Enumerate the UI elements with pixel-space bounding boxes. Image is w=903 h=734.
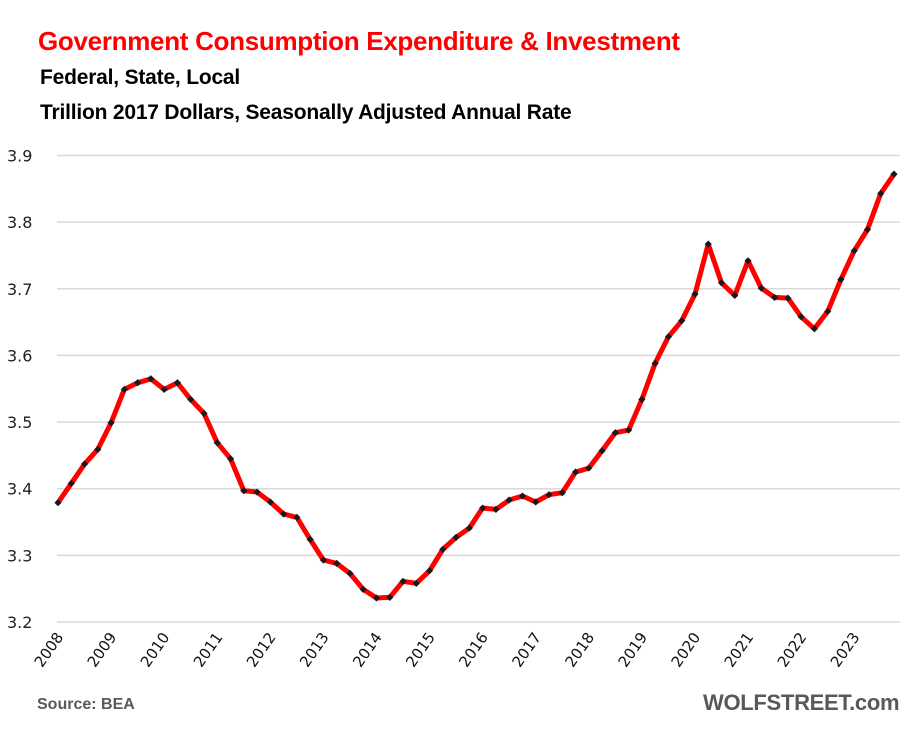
data-point-marker (147, 375, 155, 383)
data-point-marker (240, 487, 248, 495)
data-point-marker (532, 498, 540, 506)
data-point-marker (492, 505, 500, 513)
y-tick-label: 3.3 (7, 546, 32, 565)
data-point-marker (279, 510, 288, 518)
data-point-marker (558, 489, 566, 497)
data-point-marker (770, 293, 779, 302)
data-point-marker (571, 468, 580, 476)
x-tick-label: 2023 (827, 629, 864, 671)
data-point-marker (691, 290, 699, 298)
data-point-marker (863, 225, 872, 234)
data-point-marker (731, 291, 739, 300)
data-point-marker (717, 279, 726, 287)
gridlines (57, 154, 900, 623)
data-point-marker (545, 491, 553, 499)
chart-title: Government Consumption Expenditure & Inv… (38, 26, 680, 56)
x-tick-label: 2016 (455, 629, 492, 671)
data-point-marker (824, 307, 832, 316)
data-point-marker (94, 445, 102, 453)
data-point-marker (120, 385, 128, 394)
data-point-marker (757, 284, 765, 292)
x-tick-label: 2019 (615, 629, 652, 671)
data-point-marker (890, 170, 898, 178)
x-tick-label: 2017 (508, 629, 545, 671)
data-point-marker (107, 419, 115, 427)
data-point-marker (611, 429, 619, 437)
y-axis-ticks: 3.2 3.3 3.4 3.5 3.6 3.7 3.8 3.9 (7, 147, 32, 633)
data-point-marker (625, 426, 633, 434)
y-tick-label: 3.2 (7, 613, 32, 632)
x-tick-label: 2015 (402, 629, 439, 671)
x-tick-label: 2021 (721, 629, 758, 671)
data-point-marker (678, 317, 686, 325)
chart-subtitle-units: Trillion 2017 Dollars, Seasonally Adjust… (40, 101, 572, 124)
x-tick-label: 2008 (31, 629, 68, 671)
brand-watermark: WOLFSTREET.com (703, 690, 900, 715)
data-point-marker (80, 460, 89, 468)
data-point-marker (412, 579, 420, 587)
data-point-marker (810, 325, 818, 333)
x-tick-label: 2018 (561, 629, 598, 671)
data-point-marker (293, 513, 301, 521)
data-point-marker (505, 496, 513, 504)
data-point-marker (518, 492, 527, 500)
data-point-marker (479, 504, 487, 512)
data-point-marker (187, 395, 195, 404)
data-point-marker (200, 409, 208, 418)
data-point-marker (399, 577, 407, 585)
data-point-marker (850, 247, 858, 255)
data-point-marker (319, 556, 327, 564)
x-tick-label: 2020 (668, 629, 705, 671)
data-point-marker (306, 535, 314, 543)
data-point-marker (837, 275, 845, 284)
x-tick-label: 2013 (296, 629, 333, 671)
x-tick-label: 2012 (243, 629, 280, 671)
data-point-marker (439, 545, 447, 553)
source-note: Source: BEA (37, 696, 135, 713)
y-tick-label: 3.8 (7, 213, 32, 232)
data-point-marker (333, 559, 341, 567)
data-point-marker (372, 594, 381, 602)
data-point-marker (173, 379, 182, 387)
data-point-marker (425, 567, 434, 575)
y-tick-label: 3.4 (7, 480, 32, 499)
data-point-marker (784, 294, 792, 302)
x-tick-label: 2011 (190, 629, 227, 671)
data-point-marker (877, 189, 885, 198)
data-point-marker (160, 385, 168, 394)
y-tick-label: 3.9 (7, 147, 32, 166)
data-point-marker (797, 313, 805, 321)
x-tick-label: 2014 (349, 629, 386, 671)
data-point-marker (465, 524, 473, 532)
data-point-marker (266, 498, 274, 506)
chart-subtitle-scope: Federal, State, Local (40, 66, 241, 89)
data-point-marker (585, 464, 593, 472)
data-point-marker (452, 533, 460, 541)
data-point-marker (704, 240, 712, 248)
y-tick-label: 3.7 (7, 280, 32, 299)
data-point-marker (598, 447, 606, 455)
series-group (54, 170, 898, 602)
y-tick-label: 3.5 (7, 413, 32, 432)
x-axis-ticks: 2008 2009 2010 2011 2012 2013 2014 2015 2016 2017… (31, 629, 864, 671)
data-point-marker (651, 359, 659, 368)
data-point-marker (253, 488, 261, 496)
x-tick-label: 2009 (84, 629, 121, 671)
data-point-marker (638, 395, 646, 404)
data-point-marker (386, 593, 394, 601)
x-tick-label: 2010 (137, 629, 174, 671)
data-point-marker (134, 379, 142, 387)
y-tick-label: 3.6 (7, 346, 32, 365)
data-point-marker (213, 439, 221, 447)
data-point-marker (664, 333, 673, 341)
data-point-marker (346, 569, 354, 577)
data-point-marker (67, 479, 75, 487)
data-point-marker (54, 499, 62, 507)
data-point-marker (359, 585, 367, 593)
x-tick-label: 2022 (774, 629, 811, 671)
series-line (55, 171, 897, 601)
data-point-marker (226, 455, 235, 463)
data-point-marker (744, 257, 752, 265)
